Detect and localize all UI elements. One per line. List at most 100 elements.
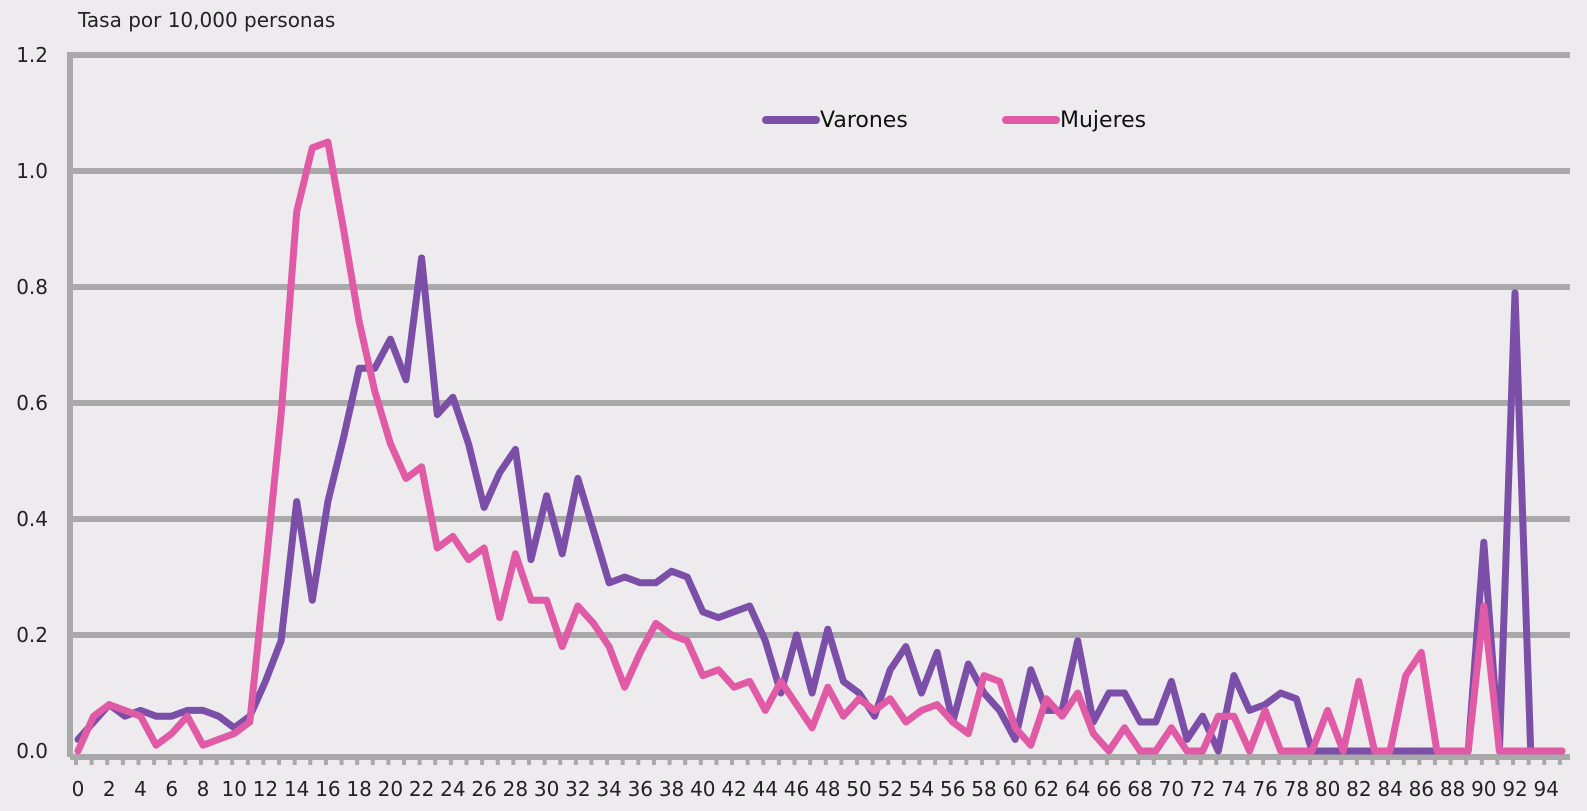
x-tick-label: 88 — [1440, 777, 1465, 801]
data-point-varones — [342, 436, 346, 440]
data-point-varones — [841, 679, 845, 683]
data-point-varones — [888, 668, 892, 672]
y-axis-label: Tasa por 10,000 personas — [78, 8, 336, 32]
data-point-mujeres — [1216, 714, 1220, 718]
legend-swatch-varones — [762, 116, 820, 124]
data-point-varones — [279, 639, 283, 643]
data-point-varones — [1029, 668, 1033, 672]
data-point-mujeres — [1232, 714, 1236, 718]
data-point-mujeres — [826, 685, 830, 689]
data-point-mujeres — [716, 668, 720, 672]
data-point-mujeres — [1404, 674, 1408, 678]
data-point-mujeres — [513, 552, 517, 556]
data-point-varones — [1482, 540, 1486, 544]
x-tick-label: 80 — [1315, 777, 1340, 801]
data-point-mujeres — [576, 604, 580, 608]
data-point-mujeres — [1466, 749, 1470, 753]
data-point-varones — [357, 366, 361, 370]
data-point-varones — [1169, 679, 1173, 683]
data-point-varones — [217, 714, 221, 718]
data-point-varones — [763, 639, 767, 643]
data-point-varones — [857, 691, 861, 695]
data-point-mujeres — [1435, 749, 1439, 753]
data-point-mujeres — [451, 534, 455, 538]
data-point-mujeres — [1248, 749, 1251, 753]
data-point-mujeres — [1560, 749, 1564, 753]
data-point-mujeres — [654, 621, 658, 625]
data-point-varones — [170, 714, 174, 718]
data-point-varones — [623, 575, 627, 579]
x-tick-label: 28 — [503, 777, 528, 801]
data-point-mujeres — [342, 227, 346, 231]
data-point-varones — [1294, 697, 1298, 701]
data-point-mujeres — [170, 732, 174, 736]
data-point-mujeres — [404, 476, 408, 480]
data-point-varones — [982, 691, 986, 695]
data-point-mujeres — [1529, 749, 1533, 753]
x-tick-label: 56 — [940, 777, 965, 801]
data-point-varones — [76, 737, 80, 741]
data-point-mujeres — [607, 645, 611, 649]
data-point-varones — [1013, 737, 1017, 741]
x-tick-label: 36 — [628, 777, 653, 801]
data-point-varones — [1326, 749, 1330, 753]
data-point-mujeres — [388, 442, 392, 446]
data-point-varones — [904, 645, 908, 649]
y-tick-label: 0.6 — [16, 391, 48, 415]
data-point-varones — [529, 558, 533, 562]
data-point-varones — [373, 366, 377, 370]
data-point-varones — [388, 337, 392, 341]
data-point-varones — [498, 471, 502, 475]
data-point-varones — [482, 505, 486, 509]
x-tick-label: 48 — [815, 777, 840, 801]
data-point-varones — [1123, 691, 1127, 695]
y-tick-label: 1.0 — [16, 159, 48, 183]
legend-swatch-mujeres — [1002, 116, 1060, 124]
data-point-mujeres — [670, 633, 674, 637]
x-tick-label: 54 — [909, 777, 934, 801]
data-point-mujeres — [1497, 749, 1501, 753]
data-point-mujeres — [326, 140, 330, 144]
data-point-varones — [576, 476, 580, 480]
data-point-mujeres — [779, 679, 783, 683]
data-point-mujeres — [1060, 714, 1064, 718]
data-point-mujeres — [1326, 708, 1330, 712]
data-point-mujeres — [154, 743, 158, 747]
data-point-mujeres — [107, 703, 111, 707]
data-point-varones — [1201, 714, 1205, 718]
data-point-varones — [326, 500, 330, 504]
x-tick-label: 30 — [534, 777, 559, 801]
data-point-mujeres — [701, 674, 705, 678]
data-point-mujeres — [1372, 749, 1376, 753]
x-tick-label: 46 — [784, 777, 809, 801]
x-tick-label: 0 — [72, 777, 85, 801]
data-point-varones — [810, 691, 814, 695]
data-point-mujeres — [201, 743, 205, 747]
data-point-varones — [1138, 720, 1142, 724]
data-point-mujeres — [966, 732, 970, 736]
data-point-mujeres — [1544, 749, 1548, 753]
data-point-mujeres — [1357, 679, 1361, 683]
data-point-varones — [435, 413, 439, 417]
data-point-varones — [716, 616, 720, 620]
data-point-varones — [591, 529, 595, 533]
x-tick-label: 12 — [253, 777, 278, 801]
data-point-mujeres — [92, 714, 96, 718]
data-point-mujeres — [888, 697, 892, 701]
data-point-varones — [873, 714, 877, 718]
x-tick-label: 60 — [1002, 777, 1027, 801]
data-point-mujeres — [123, 708, 127, 712]
x-tick-label: 34 — [596, 777, 621, 801]
x-tick-label: 86 — [1409, 777, 1434, 801]
data-point-mujeres — [1279, 749, 1283, 753]
x-tick-label: 82 — [1346, 777, 1371, 801]
x-tick-label: 70 — [1159, 777, 1184, 801]
x-tick-label: 44 — [753, 777, 778, 801]
data-point-varones — [638, 581, 642, 585]
x-tick-label: 94 — [1534, 777, 1559, 801]
data-point-mujeres — [1091, 732, 1095, 736]
legend-label-mujeres: Mujeres — [1060, 107, 1147, 133]
data-point-varones — [685, 575, 689, 579]
data-point-mujeres — [1482, 604, 1486, 608]
